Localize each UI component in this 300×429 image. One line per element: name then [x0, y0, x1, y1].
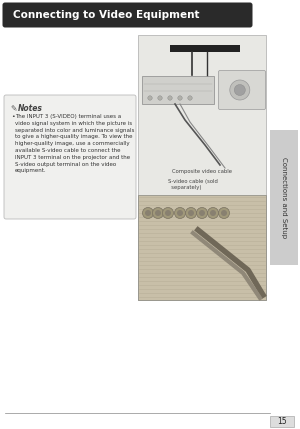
- Text: Connections and Setup: Connections and Setup: [281, 157, 287, 238]
- Circle shape: [208, 208, 218, 218]
- Circle shape: [188, 96, 192, 100]
- Circle shape: [168, 96, 172, 100]
- Bar: [270, 416, 294, 427]
- Circle shape: [185, 208, 197, 218]
- Circle shape: [155, 210, 161, 216]
- Circle shape: [163, 208, 173, 218]
- Circle shape: [234, 85, 245, 96]
- Bar: [170, 45, 240, 52]
- Circle shape: [175, 208, 185, 218]
- Circle shape: [158, 96, 162, 100]
- Text: •: •: [11, 114, 15, 119]
- Circle shape: [152, 208, 164, 218]
- Circle shape: [196, 208, 208, 218]
- Bar: [138, 195, 266, 300]
- Bar: [270, 130, 298, 265]
- Text: Notes: Notes: [18, 104, 43, 113]
- Text: 15: 15: [277, 417, 287, 426]
- Text: Composite video cable: Composite video cable: [172, 169, 232, 174]
- Bar: [138, 35, 266, 300]
- Text: Connecting to Video Equipment: Connecting to Video Equipment: [13, 10, 200, 20]
- FancyBboxPatch shape: [4, 95, 136, 219]
- Bar: [142, 76, 214, 104]
- Circle shape: [148, 96, 152, 100]
- Circle shape: [145, 210, 151, 216]
- Circle shape: [199, 210, 205, 216]
- Circle shape: [230, 80, 250, 100]
- Text: The INPUT 3 (S-VIDEO) terminal uses a
video signal system in which the picture i: The INPUT 3 (S-VIDEO) terminal uses a vi…: [15, 114, 134, 173]
- Text: ✎: ✎: [10, 104, 16, 113]
- Circle shape: [221, 210, 227, 216]
- Text: S-video cable (sold
  separately): S-video cable (sold separately): [168, 179, 218, 190]
- Circle shape: [165, 210, 171, 216]
- Circle shape: [218, 208, 230, 218]
- FancyBboxPatch shape: [2, 3, 253, 27]
- Circle shape: [142, 208, 154, 218]
- Circle shape: [188, 210, 194, 216]
- FancyBboxPatch shape: [218, 70, 266, 109]
- Circle shape: [178, 96, 182, 100]
- Circle shape: [177, 210, 183, 216]
- Circle shape: [210, 210, 216, 216]
